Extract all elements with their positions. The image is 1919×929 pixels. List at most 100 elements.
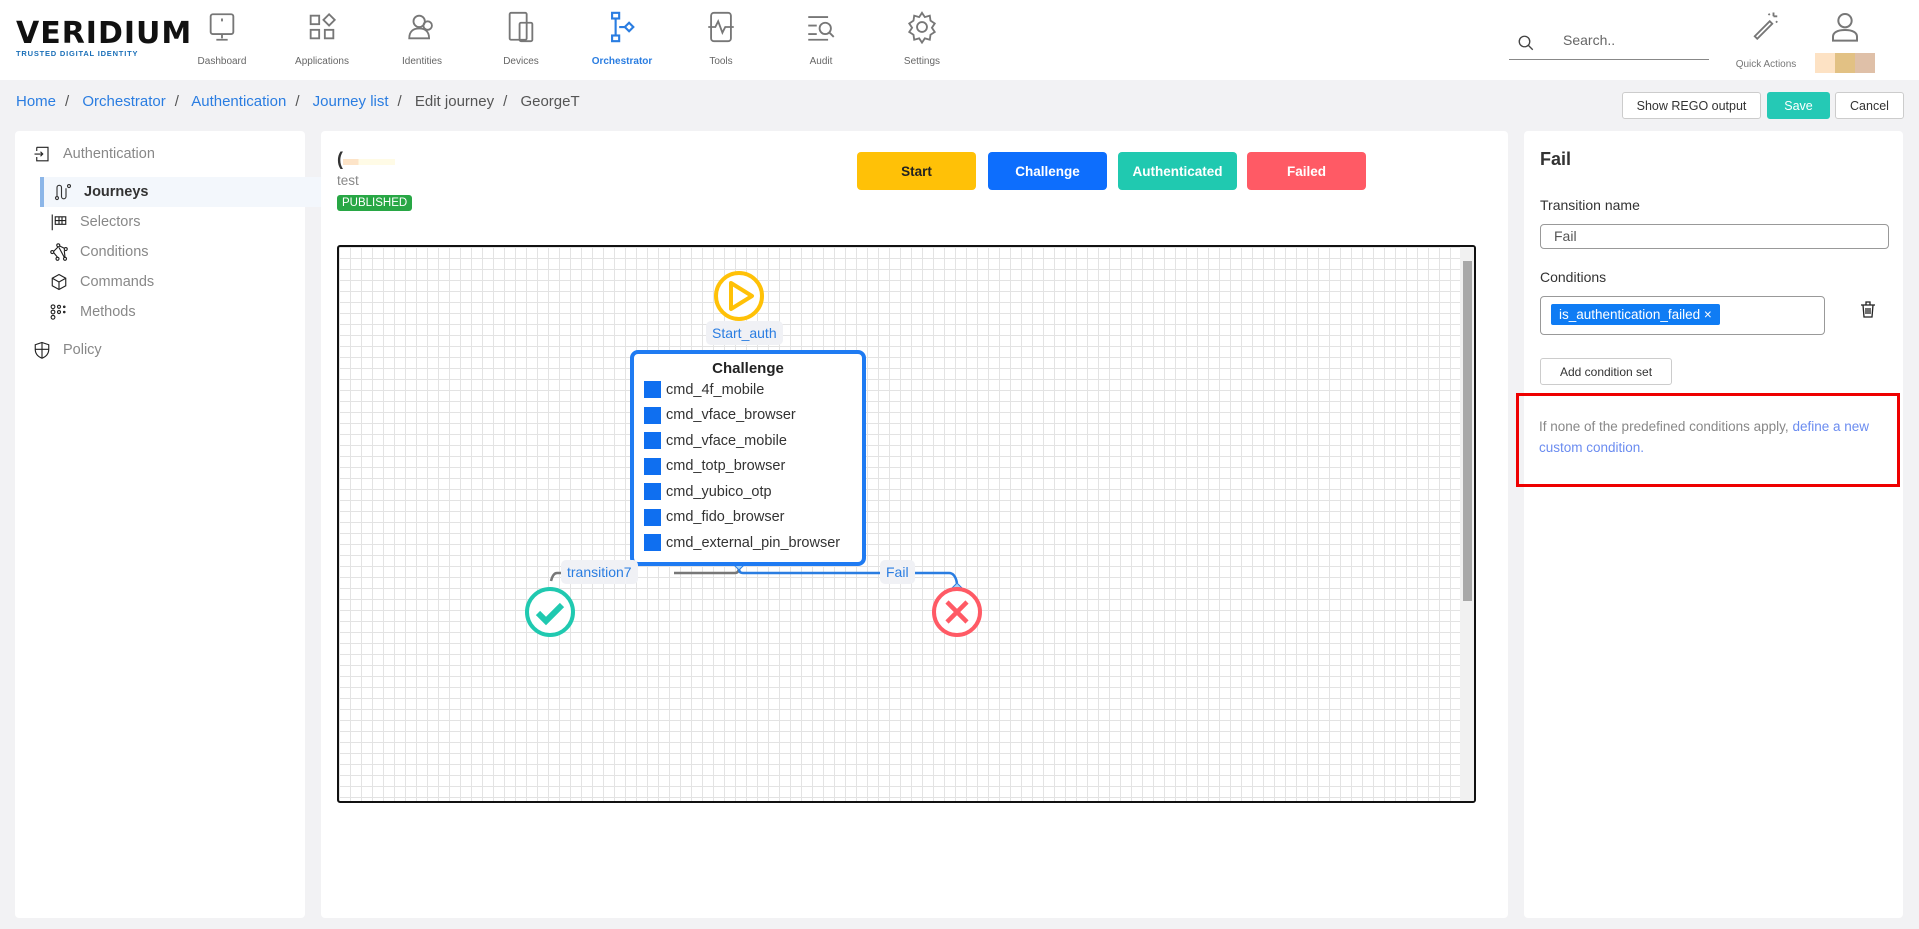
transition-name-label: Transition name — [1540, 197, 1640, 213]
sidebar-item-label: Conditions — [80, 244, 149, 260]
veridium-logo[interactable]: VERIDIUM TRUSTED DIGITAL IDENTITY — [16, 16, 192, 58]
nav-label: Orchestrator — [591, 56, 653, 67]
nav-label: Identities — [401, 56, 443, 67]
nav-applications[interactable]: Applications — [272, 10, 372, 67]
journey-name-redacted — [343, 159, 395, 165]
sidebar-item-commands[interactable]: Commands — [50, 267, 340, 297]
logo-tagline: TRUSTED DIGITAL IDENTITY — [16, 49, 139, 58]
define-custom-condition-link[interactable]: define a new custom condition. — [1539, 419, 1869, 455]
challenge-command: cmd_vface_browser — [644, 403, 862, 429]
add-authenticated-state-button[interactable]: Authenticated — [1118, 152, 1237, 190]
panel-title: Fail — [1540, 149, 1572, 169]
user-avatar[interactable] — [1815, 10, 1875, 73]
show-rego-button[interactable]: Show REGO output — [1622, 92, 1761, 119]
nav-devices[interactable]: Devices — [471, 10, 571, 67]
nav-label: Dashboard — [197, 56, 247, 67]
success-transition-label[interactable]: transition7 — [561, 560, 638, 584]
challenge-command: cmd_yubico_otp — [644, 479, 862, 505]
sidebar-item-label: Journeys — [84, 184, 149, 200]
orchestrator-icon — [611, 11, 635, 43]
breadcrumb: Home / Orchestrator / Authentication / Jour… — [16, 93, 580, 110]
command-square-icon — [644, 483, 661, 501]
fail-edge — [737, 565, 959, 584]
sidebar-section-policy[interactable]: Policy — [33, 335, 323, 365]
journey-icon — [54, 183, 72, 201]
users-icon — [408, 14, 433, 40]
sidebar-item-journeys[interactable]: Journeys — [40, 177, 330, 207]
conditions-label: Conditions — [1540, 269, 1607, 285]
nav-settings[interactable]: Settings — [872, 10, 972, 67]
challenge-title: Challenge — [712, 360, 784, 377]
nav-label: Tools — [709, 56, 733, 67]
breadcrumb-authentication[interactable]: Authentication — [191, 93, 287, 110]
command-square-icon — [644, 457, 661, 475]
save-button[interactable]: Save — [1767, 92, 1830, 119]
cube-icon — [51, 273, 67, 291]
failed-node[interactable] — [932, 587, 982, 637]
monitor-icon — [209, 13, 235, 41]
nav-dashboard[interactable]: Dashboard — [172, 10, 272, 67]
selectors-icon — [51, 214, 67, 231]
shield-icon — [34, 341, 50, 359]
start-transition-label[interactable]: Start_auth — [706, 321, 783, 345]
nav-label: Applications — [295, 56, 349, 67]
journey-description: test — [337, 173, 359, 188]
nav-label: Devices — [503, 56, 539, 67]
search-placeholder: Search.. — [1563, 32, 1616, 48]
audit-icon — [808, 16, 835, 41]
sidebar-item-label: Selectors — [80, 214, 141, 230]
tools-icon — [708, 11, 734, 43]
chip-remove-icon[interactable]: × — [1703, 307, 1712, 322]
custom-condition-hint: If none of the predefined conditions app… — [1516, 393, 1900, 487]
nav-identities[interactable]: Identities — [372, 10, 472, 67]
user-name-redacted — [1815, 53, 1875, 73]
search-input[interactable]: Search.. — [1509, 28, 1709, 60]
transition-properties-panel: Fail Transition name Fail Conditions is_… — [1516, 131, 1903, 918]
nav-label: Audit — [809, 56, 833, 67]
sidebar-item-label: Commands — [80, 274, 155, 290]
condition-chip: is_authentication_failed × — [1551, 304, 1720, 325]
challenge-command: cmd_4f_mobile — [644, 377, 862, 403]
nav-audit[interactable]: Audit — [771, 10, 871, 67]
add-start-state-button[interactable]: Start — [857, 152, 976, 190]
nav-tools[interactable]: Tools — [671, 10, 771, 67]
authenticated-node[interactable] — [525, 587, 575, 637]
breadcrumb-journey-list[interactable]: Journey list — [312, 93, 389, 110]
sidebar-section-authentication[interactable]: Authentication — [33, 139, 323, 169]
sidebar-item-methods[interactable]: Methods — [50, 297, 340, 327]
breadcrumb-edit-journey: Edit journey — [414, 93, 495, 110]
sidebar-section-label: Policy — [63, 342, 102, 358]
conditions-input[interactable]: is_authentication_failed × — [1540, 296, 1825, 335]
quick-actions-button[interactable]: Quick Actions — [1730, 10, 1802, 70]
add-condition-set-button[interactable]: Add condition set — [1540, 358, 1672, 385]
fail-transition-label[interactable]: Fail — [880, 560, 915, 584]
challenge-node[interactable]: Challenge cmd_4f_mobile cmd_vface_browser… — [630, 350, 866, 566]
transition-name-input[interactable]: Fail — [1540, 224, 1889, 249]
methods-icon — [50, 304, 66, 320]
sidebar-item-conditions[interactable]: Conditions — [50, 237, 340, 267]
top-header: VERIDIUM TRUSTED DIGITAL IDENTITY Dashbo… — [0, 0, 1919, 80]
command-square-icon — [644, 432, 661, 450]
search-icon — [1518, 35, 1534, 51]
logo-text: VERIDIUM — [16, 16, 193, 51]
journey-canvas[interactable]: Challenge cmd_4f_mobile cmd_vface_browser… — [337, 245, 1476, 803]
sidebar-item-label: Methods — [80, 304, 136, 320]
breadcrumb-orchestrator[interactable]: Orchestrator — [82, 93, 166, 110]
start-node[interactable] — [714, 271, 764, 321]
quick-actions-label: Quick Actions — [1735, 59, 1797, 70]
command-square-icon — [644, 508, 661, 526]
nav-orchestrator[interactable]: Orchestrator — [572, 10, 672, 67]
journey-name: ( — [337, 149, 395, 170]
add-challenge-state-button[interactable]: Challenge — [988, 152, 1107, 190]
diagram-edges — [525, 271, 982, 637]
magic-wand-icon — [1753, 12, 1778, 41]
breadcrumb-home[interactable]: Home — [16, 93, 57, 110]
add-failed-state-button[interactable]: Failed — [1247, 152, 1366, 190]
trash-icon[interactable] — [1860, 301, 1876, 318]
canvas-scrollbar[interactable] — [1460, 247, 1474, 801]
sidebar: Authentication Journeys Selectors Condit… — [15, 131, 330, 918]
cancel-button[interactable]: Cancel — [1835, 92, 1904, 119]
nav-label: Settings — [903, 56, 941, 67]
sidebar-item-selectors[interactable]: Selectors — [50, 207, 340, 237]
devices-icon — [508, 11, 534, 43]
